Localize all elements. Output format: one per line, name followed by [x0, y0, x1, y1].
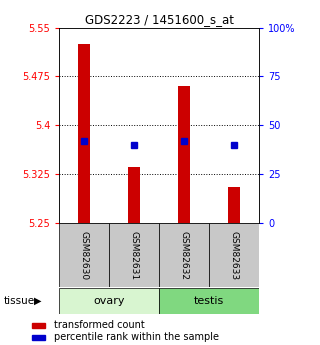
- Text: percentile rank within the sample: percentile rank within the sample: [54, 333, 220, 343]
- Bar: [159, 288, 259, 314]
- Bar: [209, 223, 259, 287]
- Text: GSM82633: GSM82633: [230, 230, 239, 280]
- Bar: [78, 44, 91, 223]
- Bar: [59, 223, 109, 287]
- Bar: [32, 323, 45, 328]
- Text: ovary: ovary: [93, 296, 125, 306]
- Text: GSM82630: GSM82630: [80, 230, 89, 280]
- Text: testis: testis: [194, 296, 224, 306]
- Bar: [32, 335, 45, 340]
- Bar: [178, 86, 190, 223]
- Text: transformed count: transformed count: [54, 320, 145, 330]
- Bar: [128, 167, 140, 223]
- Text: GSM82632: GSM82632: [180, 230, 189, 280]
- Text: tissue: tissue: [3, 296, 34, 306]
- Text: GSM82631: GSM82631: [130, 230, 139, 280]
- Bar: [159, 223, 209, 287]
- Bar: [228, 187, 240, 223]
- Bar: [59, 288, 159, 314]
- Title: GDS2223 / 1451600_s_at: GDS2223 / 1451600_s_at: [85, 13, 234, 27]
- Text: ▶: ▶: [34, 296, 41, 306]
- Bar: [109, 223, 159, 287]
